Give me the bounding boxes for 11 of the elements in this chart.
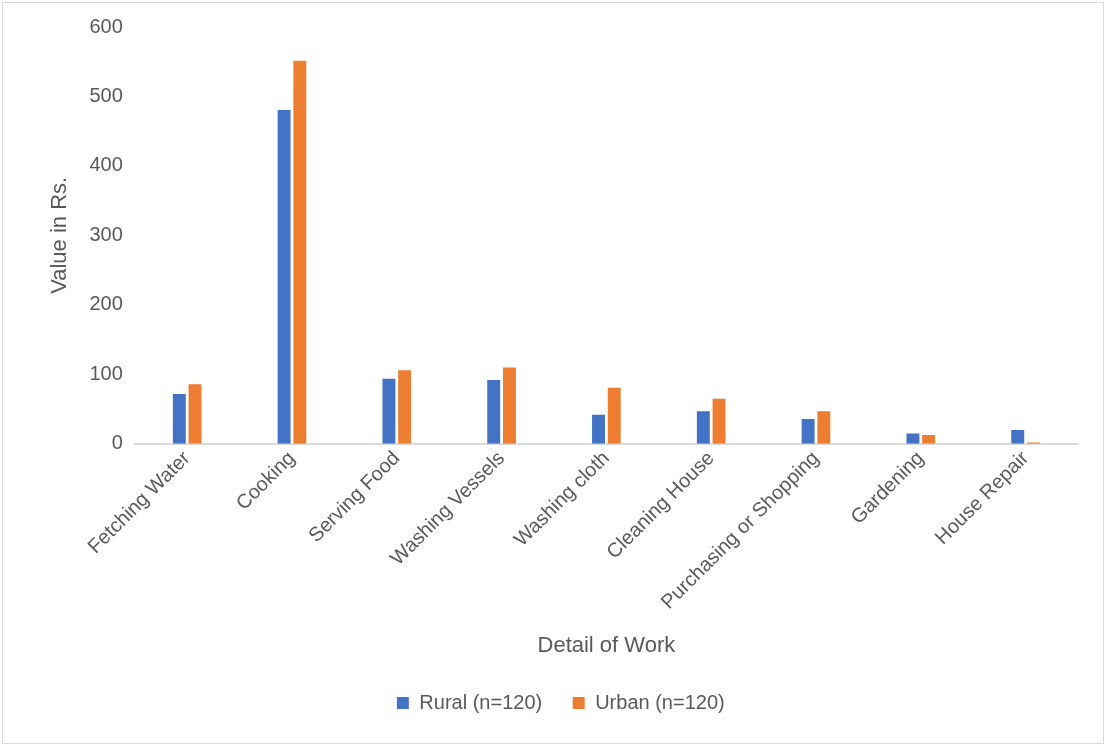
y-tick-label: 400 — [89, 153, 123, 176]
y-tick-label: 300 — [89, 222, 123, 245]
y-tick-label: 500 — [89, 83, 123, 106]
legend-label: Rural (n=120) — [419, 690, 543, 713]
y-tick-label: 0 — [111, 431, 123, 454]
y-tick-label: 600 — [89, 14, 123, 37]
y-tick-label: 100 — [89, 361, 123, 384]
y-axis-title: Value in Rs. — [46, 176, 72, 294]
y-tick-label: 200 — [89, 292, 123, 315]
x-axis-title: Detail of Work — [537, 631, 677, 657]
legend-label: Urban (n=120) — [595, 690, 725, 713]
